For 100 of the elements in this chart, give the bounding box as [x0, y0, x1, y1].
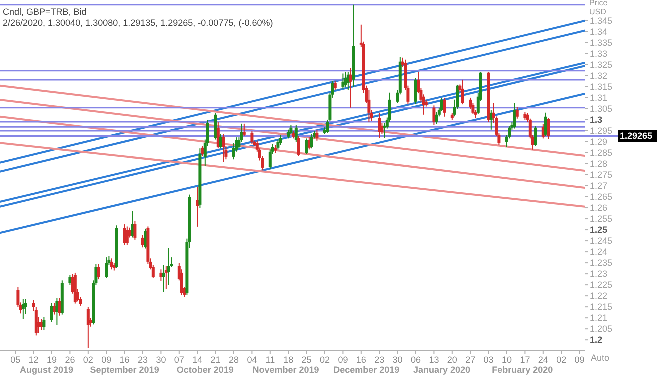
x-tick-label: 21: [210, 355, 221, 365]
candlestick: [342, 73, 345, 90]
x-tick-label: 16: [356, 355, 366, 365]
y-tick-label: 1.205: [590, 324, 613, 334]
x-tick-label: 05: [10, 355, 21, 365]
candlestick: [310, 134, 314, 150]
candlestick: [105, 257, 108, 279]
x-tick-label: 07: [174, 355, 184, 365]
candlestick: [316, 129, 319, 142]
x-tick-label: 28: [228, 355, 240, 365]
x-tick-label: 26: [65, 355, 76, 365]
candlestick: [110, 258, 114, 270]
x-tick-label: 19: [46, 355, 58, 365]
y-tick-label: 1.305: [590, 104, 613, 114]
y-tick-label: 1.275: [590, 170, 613, 180]
ref-line-label: 1.29265: [620, 131, 653, 142]
x2-tick-label: October 2019: [176, 365, 234, 375]
x-tick-label: 25: [302, 355, 312, 365]
y-tick-label: 1.24: [590, 247, 608, 258]
candlestick: [294, 124, 298, 142]
y-tick-label: 1.3: [590, 114, 603, 125]
candlestick: [126, 226, 129, 246]
x-tick-label: 02: [556, 355, 567, 365]
candlestick: [461, 79, 464, 106]
y-tick-label: 1.235: [590, 258, 613, 268]
text: 2/26/2020, 1.30040, 1.30080, 1.29135, 1.29265, -0.00775, (-0.60%): [3, 18, 274, 28]
x2-tick-label: September 2019: [90, 365, 160, 375]
candlestick: [435, 112, 438, 125]
x2-tick-label: December 2019: [334, 365, 400, 375]
y-tick-label: 1.23: [590, 269, 608, 280]
x-tick-label: 27: [466, 355, 476, 365]
y-tick-label: 1.26: [590, 203, 608, 214]
y-axis-title: Price USD: [590, 0, 608, 16]
x-tick-label: 09: [338, 355, 348, 365]
x-tick-label: 09: [102, 355, 112, 365]
y-tick-label: 1.265: [590, 192, 613, 202]
y-tick-label: 1.295: [590, 126, 613, 136]
x-tick-label: 06: [410, 355, 422, 365]
candlestick: [513, 102, 516, 130]
candlestick: [534, 126, 538, 147]
x2-tick-label: January 2020: [413, 365, 471, 375]
candlestick: [242, 123, 246, 137]
y-tick-label: 1.255: [590, 214, 613, 224]
x-tick-label: 23: [374, 355, 385, 365]
x-tick-label: 24: [538, 355, 548, 365]
y-tick-label: 1.285: [590, 148, 613, 158]
candlestick: [86, 306, 90, 349]
candlestick: [279, 134, 282, 146]
candlestick: [42, 316, 46, 331]
candlestick: [216, 122, 220, 150]
candlestick: [378, 112, 382, 139]
x-tick-label: 18: [284, 355, 294, 365]
x-tick-label: 04: [247, 355, 258, 365]
candlestick: [160, 269, 163, 282]
candlestick: [50, 302, 54, 323]
candlestick: [134, 220, 137, 240]
y-tick-label: 1.245: [590, 236, 613, 246]
y-tick-label: 1.34: [590, 26, 608, 37]
x-tick-label: 30: [156, 355, 166, 365]
candlestick: [414, 78, 418, 106]
candlestick: [250, 130, 254, 145]
x2-tick-label: November 2019: [252, 365, 320, 375]
candlestick: [168, 248, 170, 286]
y-tick-label: 1.28: [590, 158, 608, 169]
y-tick-label: 1.29: [590, 136, 608, 147]
candlestick: [305, 138, 308, 155]
y-tick-label: 1.345: [590, 16, 613, 26]
y-tick-label: 1.315: [590, 82, 613, 92]
y-tick-label: 1.21: [590, 313, 608, 324]
candlestick: [516, 106, 519, 120]
candlestick: [298, 136, 300, 157]
candlestick: [443, 97, 446, 118]
y-tick-label: 1.22: [590, 291, 608, 302]
x-tick-label: 13: [429, 355, 440, 365]
y-tick-label: 1.27: [590, 181, 608, 192]
candlestick: [24, 298, 28, 315]
x-tick-label: 03: [484, 355, 494, 365]
y-tick-label: 1.31: [590, 92, 608, 103]
y-tick-label: 1.33: [590, 48, 608, 59]
x-tick-label: 23: [138, 355, 148, 365]
candlestick: [290, 124, 293, 135]
candlestick: [432, 105, 436, 126]
x-tick-label: 10: [502, 355, 512, 365]
x-tick-label: 11: [266, 355, 276, 365]
y-tick-label: 1.25: [590, 225, 608, 236]
candlestick: [162, 264, 166, 293]
x-tick-label: 02: [83, 355, 94, 365]
x-tick-label: 14: [192, 355, 203, 365]
candlestick: [368, 90, 371, 122]
y-tick-label: 1.225: [590, 280, 613, 290]
x-tick-label: 30: [392, 355, 403, 365]
candlestick: [214, 112, 218, 140]
x-tick-label: 20: [447, 355, 458, 365]
y-tick-label: 1.2: [590, 335, 603, 346]
text: Cndl, GBP=TRB, Bid: [3, 7, 87, 17]
candlestick: [276, 139, 280, 150]
x-tick-label: 09: [574, 355, 585, 365]
candlestick: [97, 264, 100, 280]
y-tick-label: 1.32: [590, 70, 608, 81]
candlestick: [68, 274, 72, 286]
